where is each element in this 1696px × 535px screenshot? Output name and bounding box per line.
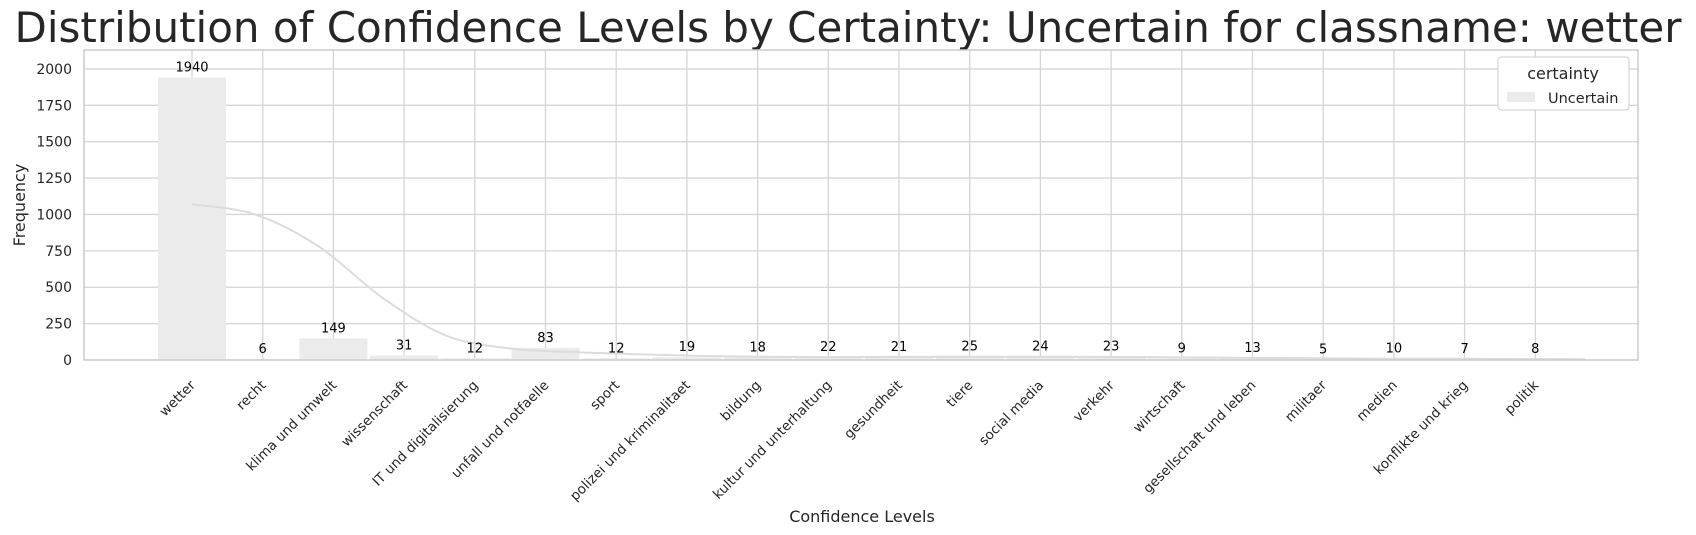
bar [723,357,792,360]
y-axis-label: Frequency [10,164,29,247]
x-axis-label: Confidence Levels [789,507,935,526]
bar [1077,356,1146,360]
legend-label-uncertain: Uncertain [1548,91,1618,107]
x-tick-label: bildung [718,378,765,425]
x-tick-label: recht [234,378,270,414]
x-tick-label: sport [587,378,623,414]
data-label: 5 [1319,342,1327,357]
data-label: 83 [537,331,554,346]
grid [84,50,1638,361]
data-label: 12 [608,341,625,356]
data-label: 31 [396,338,413,353]
x-tick-label: wissenschaft [338,378,411,451]
plot-frame [83,49,1639,361]
y-tick-label: 1250 [36,171,72,187]
x-tick-label: verkehr [1070,377,1118,425]
x-tick-label: kultur und unterhaltung [710,378,835,503]
y-ticks: 0 250 500 750 1000 1250 1500 1750 2000 [36,62,72,369]
data-label: 10 [1386,342,1403,357]
x-tick-label: militaer [1282,377,1330,425]
y-tick-label: 750 [45,244,72,260]
x-tick-label: social media [976,378,1047,449]
legend: certainty Uncertain [1497,56,1630,111]
y-tick-label: 250 [45,317,72,333]
bars [158,77,1570,360]
bar [794,356,863,360]
x-tick-label: wetter [157,377,200,420]
y-tick-label: 500 [45,280,72,296]
data-labels: 1940 6 149 31 12 83 12 19 18 22 21 25 24 23 9 13 5 10 7 8 [175,61,1539,358]
y-tick-label: 1500 [36,135,72,151]
bar [1006,356,1075,360]
data-label: 18 [749,340,766,355]
chart-title: Distribution of Confidence Levels by Cer… [15,3,1683,52]
bar [582,358,651,360]
data-label: 9 [1178,342,1186,357]
bar [370,355,439,360]
data-label: 19 [679,340,696,355]
bar [652,357,721,360]
legend-title: certainty [1527,64,1599,83]
y-tick-label: 2000 [36,62,72,78]
y-tick-label: 1750 [36,98,72,114]
legend-swatch [1507,92,1535,102]
data-label: 13 [1244,341,1261,356]
bar [440,358,509,360]
data-label: 23 [1103,340,1120,355]
x-tick-label: polizei und kriminalitaet [567,378,694,505]
bar [865,356,933,360]
data-label: 21 [891,340,908,355]
data-label: 12 [467,341,484,356]
data-label: 25 [961,339,978,354]
data-label: 24 [1032,340,1049,355]
kde-curve [191,203,1586,361]
bar [158,77,226,360]
x-tick-label: gesellschaft und leben [1140,378,1259,497]
x-tick-label: tiere [943,378,976,411]
data-label: 22 [820,340,837,355]
bar [1218,358,1287,360]
data-label: 149 [321,321,346,336]
x-tick-label: medien [1354,378,1401,425]
y-tick-label: 1000 [36,207,72,223]
data-label: 1940 [175,61,208,76]
bar [299,338,368,360]
data-label: 7 [1460,342,1468,357]
y-tick-label: 0 [63,353,72,369]
x-tick-label: wirtschaft [1130,378,1189,437]
data-label: 6 [259,342,267,357]
bar [935,356,1004,360]
x-tick-label: politik [1502,377,1543,418]
x-tick-label: gesundheit [841,378,906,443]
data-label: 8 [1531,342,1539,357]
